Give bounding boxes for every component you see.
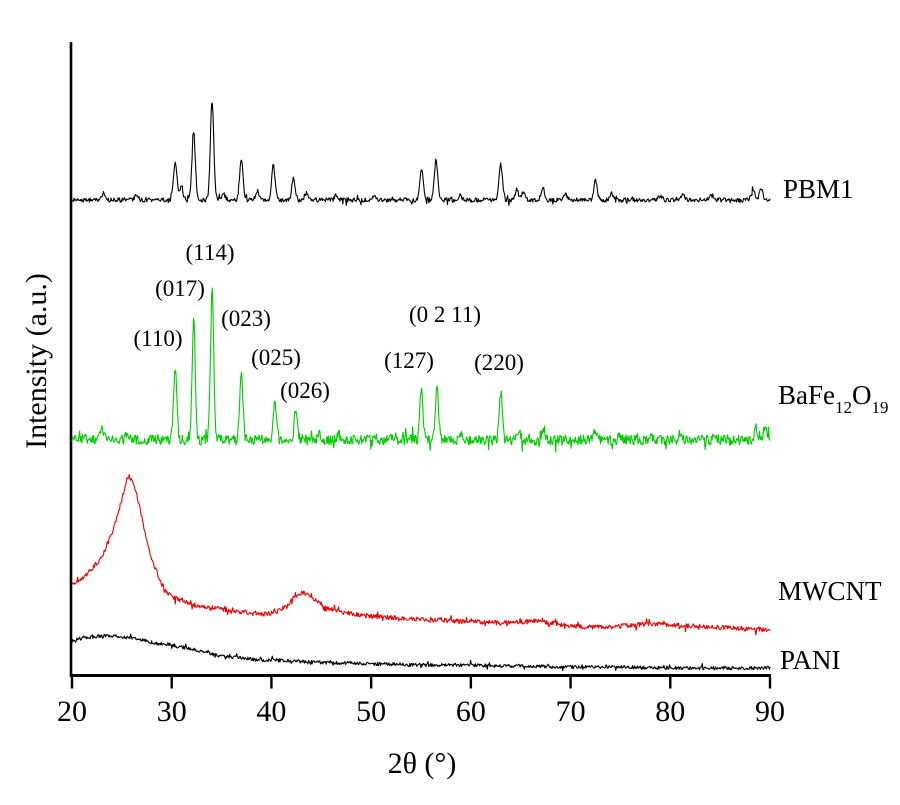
- trace-label-MWCNT: MWCNT: [778, 576, 882, 606]
- peak-label-110: (110): [134, 326, 183, 351]
- y-axis-title: Intensity (a.u.): [20, 273, 53, 449]
- trace-label-BaFe12O19: BaFe12O19: [778, 380, 889, 417]
- trace-name-labels: PBM1 BaFe12O19 MWCNT PANI: [778, 174, 889, 675]
- axes: [69, 42, 771, 677]
- trace-PBM1: [71, 102, 771, 206]
- peak-label-220: (220): [474, 350, 524, 375]
- x-tick-label-40: 40: [256, 695, 286, 728]
- trace-MWCNT: [71, 474, 771, 636]
- peak-label-026: (026): [280, 378, 330, 403]
- trace-PANI: [71, 633, 771, 672]
- x-tick-label-20: 20: [57, 695, 87, 728]
- miller-index-labels: (110) (017) (114) (023) (025) (026) (127) (0 2 …: [134, 240, 524, 403]
- peak-label-025: (025): [251, 345, 301, 370]
- peak-label-017: (017): [155, 276, 205, 301]
- x-tick-label-30: 30: [157, 695, 187, 728]
- trace-label-PANI: PANI: [780, 645, 841, 675]
- trace-BaFe12O19: [71, 287, 771, 453]
- trace-label-PBM1: PBM1: [783, 174, 854, 204]
- x-tick-label-80: 80: [655, 695, 685, 728]
- x-tick-label-90: 90: [755, 695, 785, 728]
- diffraction-traces: [71, 102, 771, 672]
- peak-label-114: (114): [186, 240, 235, 265]
- x-axis-title: 2θ (°): [388, 747, 457, 780]
- x-tick-label-70: 70: [556, 695, 586, 728]
- peak-label-0211: (0 2 11): [409, 302, 481, 327]
- peak-label-023: (023): [221, 306, 271, 331]
- x-tick-label-50: 50: [356, 695, 386, 728]
- peak-label-127: (127): [384, 348, 434, 373]
- x-axis-ticks: 20 30 40 50 60 70 80 90: [57, 675, 785, 728]
- x-tick-label-60: 60: [456, 695, 486, 728]
